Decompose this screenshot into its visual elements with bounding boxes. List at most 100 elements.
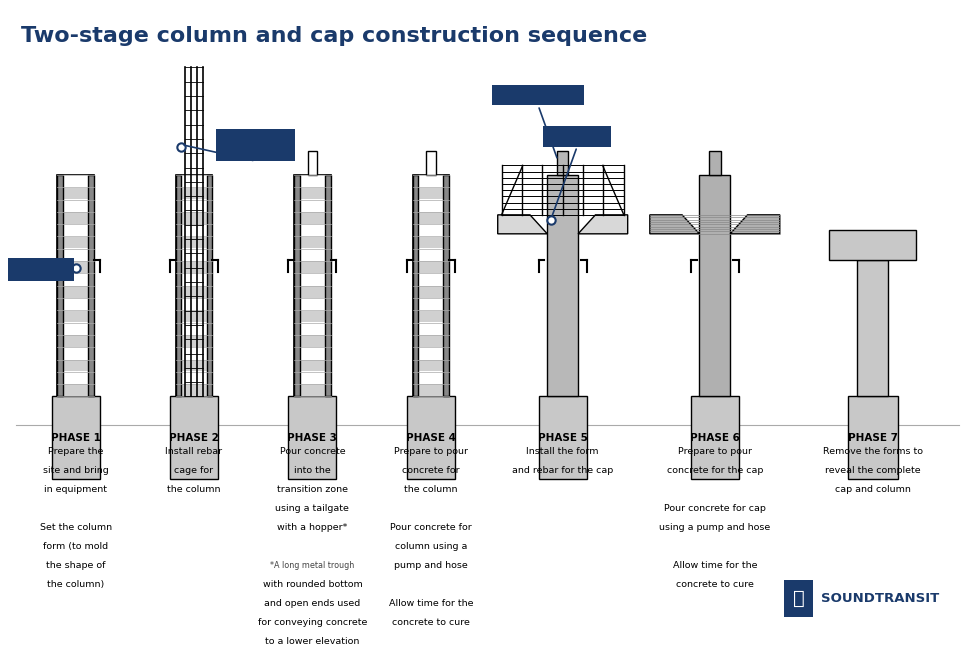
Bar: [413, 249, 448, 261]
Bar: [58, 323, 93, 335]
Text: PHASE 1: PHASE 1: [51, 433, 100, 443]
Text: Install the form: Install the form: [526, 447, 599, 456]
Bar: [176, 298, 212, 310]
Bar: [413, 323, 448, 335]
Bar: [847, 396, 898, 478]
Bar: [413, 200, 448, 212]
FancyBboxPatch shape: [543, 126, 610, 146]
Bar: [295, 335, 330, 347]
Text: in equipment: in equipment: [44, 485, 107, 494]
Bar: [176, 212, 212, 224]
Bar: [58, 249, 93, 261]
Text: Pour concrete for: Pour concrete for: [390, 523, 472, 532]
Bar: [413, 175, 448, 396]
Bar: [58, 298, 93, 310]
Bar: [176, 360, 212, 372]
Text: using a tailgate: using a tailgate: [276, 504, 349, 513]
Text: PHASE 2: PHASE 2: [169, 433, 219, 443]
Bar: [412, 175, 418, 396]
Bar: [413, 237, 448, 248]
Text: PHASE 6: PHASE 6: [690, 433, 740, 443]
Text: Prepare to pour: Prepare to pour: [394, 447, 468, 456]
Bar: [58, 261, 93, 273]
Text: site and bring: site and bring: [43, 466, 108, 475]
Text: for conveying concrete: for conveying concrete: [257, 618, 368, 627]
Polygon shape: [730, 215, 780, 234]
Bar: [295, 200, 330, 212]
Bar: [58, 212, 93, 224]
Bar: [176, 249, 212, 261]
Bar: [295, 176, 330, 187]
Bar: [289, 396, 336, 478]
Text: Install rebar: Install rebar: [166, 447, 222, 456]
Bar: [413, 274, 448, 285]
Bar: [176, 311, 212, 322]
Text: the shape of: the shape of: [46, 561, 105, 570]
Text: cage for: cage for: [175, 466, 214, 475]
Bar: [176, 348, 212, 359]
Text: and open ends used: and open ends used: [264, 599, 361, 608]
Text: concrete to cure: concrete to cure: [392, 618, 470, 627]
Bar: [295, 286, 330, 298]
Bar: [176, 188, 212, 200]
Bar: [176, 176, 212, 187]
Text: the column: the column: [404, 485, 457, 494]
Bar: [295, 212, 330, 224]
Text: concrete for: concrete for: [402, 466, 459, 475]
Text: form (to mold: form (to mold: [43, 542, 108, 551]
Bar: [413, 224, 448, 236]
Bar: [413, 335, 448, 347]
Bar: [176, 237, 212, 248]
Bar: [557, 151, 568, 175]
FancyBboxPatch shape: [8, 259, 74, 281]
Text: *A long metal trough: *A long metal trough: [270, 561, 355, 570]
Bar: [295, 274, 330, 285]
Bar: [325, 175, 331, 396]
Bar: [58, 224, 93, 236]
Text: ⧈: ⧈: [793, 589, 804, 608]
Bar: [58, 372, 93, 384]
Bar: [295, 323, 330, 335]
Bar: [413, 372, 448, 384]
Text: Allow time for the: Allow time for the: [389, 599, 473, 608]
Bar: [52, 396, 99, 478]
Text: PHASE 5: PHASE 5: [538, 433, 588, 443]
Text: transition zone: transition zone: [277, 485, 348, 494]
Bar: [176, 261, 212, 273]
Bar: [830, 230, 916, 261]
Text: PHASE 4: PHASE 4: [406, 433, 456, 443]
Text: the column): the column): [47, 580, 104, 589]
Text: Pour concrete for cap: Pour concrete for cap: [664, 504, 765, 513]
Text: using a pump and hose: using a pump and hose: [659, 523, 770, 532]
Text: with rounded bottom: with rounded bottom: [262, 580, 363, 589]
Bar: [690, 396, 739, 478]
Text: Cap rebar cage: Cap rebar cage: [496, 90, 580, 100]
Bar: [295, 224, 330, 236]
Bar: [413, 298, 448, 310]
Bar: [88, 175, 94, 396]
Bar: [295, 237, 330, 248]
Text: pump and hose: pump and hose: [394, 561, 468, 570]
Text: Prepare the: Prepare the: [48, 447, 103, 456]
Bar: [295, 311, 330, 322]
Bar: [176, 274, 212, 285]
Bar: [170, 396, 218, 478]
Polygon shape: [649, 215, 699, 234]
Text: column using a: column using a: [395, 542, 467, 551]
Bar: [58, 237, 93, 248]
Bar: [58, 188, 93, 200]
Bar: [413, 360, 448, 372]
Text: Remove the forms to: Remove the forms to: [823, 447, 922, 456]
Text: cap and column: cap and column: [835, 485, 911, 494]
Text: PHASE 3: PHASE 3: [288, 433, 337, 443]
Text: concrete to cure: concrete to cure: [676, 580, 754, 589]
Bar: [176, 175, 181, 396]
Bar: [857, 261, 888, 396]
Bar: [58, 384, 93, 396]
Text: Allow time for the: Allow time for the: [673, 561, 757, 570]
FancyBboxPatch shape: [492, 85, 584, 105]
Bar: [58, 335, 93, 347]
Bar: [413, 188, 448, 200]
Bar: [58, 274, 93, 285]
Bar: [58, 176, 93, 187]
